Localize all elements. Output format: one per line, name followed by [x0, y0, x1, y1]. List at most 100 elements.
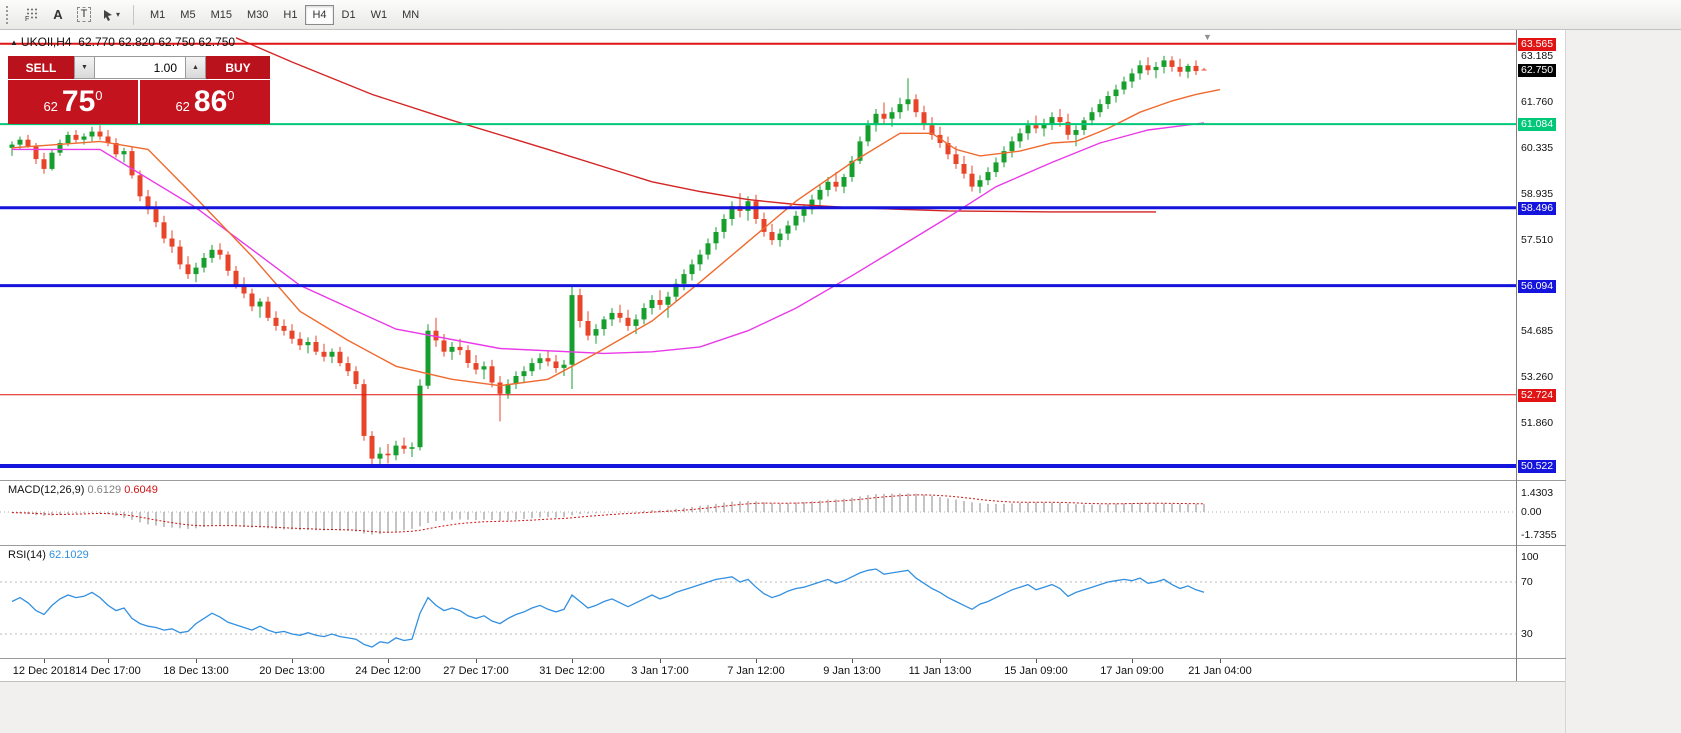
text-tool-button[interactable]: T	[72, 4, 96, 26]
time-axis-tick	[756, 659, 757, 663]
price-axis-badge: 61.084	[1518, 118, 1557, 131]
chart-ohlc-values: 62.770 62.820 62.750 62.750	[78, 35, 236, 49]
price-chart-canvas[interactable]	[0, 30, 1516, 480]
svg-text:F: F	[25, 16, 29, 22]
sell-button[interactable]: SELL	[8, 56, 74, 79]
ma-line-fast	[11, 88, 1221, 387]
time-axis-tick	[388, 659, 389, 663]
volume-increase-button[interactable]: ▲	[185, 56, 206, 79]
letter-t-icon: T	[76, 7, 92, 22]
sell-price-big: 75	[61, 85, 96, 118]
price-axis-label: 53.260	[1521, 371, 1554, 383]
rsi-line	[11, 568, 1205, 648]
axis-separator	[1517, 545, 1566, 546]
grid-dots-icon: F	[25, 8, 37, 22]
panel-separator[interactable]	[0, 480, 1516, 481]
macd-main-value: 0.6129	[87, 484, 122, 496]
panel-separator[interactable]	[0, 545, 1516, 546]
price-axis-label: 100	[1521, 551, 1539, 563]
dropdown-caret-icon: ▾	[116, 10, 121, 19]
chart-title: ▲ UKOIl,H4 62.770 62.820 62.750 62.750	[10, 35, 235, 49]
time-axis-label: 17 Jan 09:00	[1100, 665, 1164, 677]
time-axis-label: 7 Jan 12:00	[727, 665, 785, 677]
volume-input[interactable]	[95, 56, 185, 79]
sell-price-sup: 0	[95, 87, 103, 103]
time-axis-tick	[1132, 659, 1133, 663]
time-axis-label: 3 Jan 17:00	[631, 665, 689, 677]
time-axis-label: 20 Dec 13:00	[259, 665, 325, 677]
text-label-tool-button[interactable]: A	[46, 4, 70, 26]
price-axis-badge: 56.094	[1518, 280, 1557, 293]
price-axis-label: 54.685	[1521, 325, 1554, 337]
timeframe-button-h1[interactable]: H1	[276, 5, 304, 25]
macd-histogram	[11, 493, 1205, 535]
macd-signal-line	[11, 494, 1205, 533]
ma-line-slow	[235, 37, 1156, 213]
time-axis-label: 21 Jan 04:00	[1188, 665, 1252, 677]
price-axis-badge: 52.724	[1518, 389, 1557, 402]
time-axis-label: 31 Dec 12:00	[539, 665, 605, 677]
time-axis-tick	[108, 659, 109, 663]
toolbar: F A T ▾ M1 M5 M15 M30 H1 H4 D1 W1 MN	[0, 0, 1681, 30]
axis-separator	[1517, 658, 1566, 659]
toolbar-separator	[133, 4, 135, 25]
price-axis-badge: 58.496	[1518, 202, 1557, 215]
rsi-label: RSI(14) 62.1029	[8, 549, 89, 561]
buy-button[interactable]: BUY	[206, 56, 270, 79]
letter-a-icon: A	[53, 7, 63, 22]
time-axis-label: 9 Jan 13:00	[823, 665, 881, 677]
price-axis-label: 1.4303	[1521, 487, 1554, 499]
timeframe-button-w1[interactable]: W1	[364, 5, 395, 25]
timeframe-button-m1[interactable]: M1	[143, 5, 172, 25]
symbol-marker-icon: ▲	[10, 38, 18, 47]
price-axis-label: 30	[1521, 628, 1533, 640]
time-axis-tick	[940, 659, 941, 663]
volume-decrease-button[interactable]: ▼	[74, 56, 95, 79]
toolbar-grip[interactable]	[6, 5, 12, 24]
time-axis-tick	[1220, 659, 1221, 663]
sell-price-prefix: 62	[43, 98, 58, 114]
buy-price-big: 86	[193, 85, 228, 118]
rsi-value: 62.1029	[48, 549, 89, 561]
scroll-to-end-icon[interactable]: ▼	[1203, 32, 1212, 42]
sell-price-tile[interactable]: 62 75 0	[8, 80, 138, 124]
arrows-tool-button[interactable]: ▾	[98, 4, 124, 26]
chart-symbol-timeframe: UKOIl,H4	[20, 35, 72, 49]
timeframe-button-mn[interactable]: MN	[395, 5, 426, 25]
rsi-panel-canvas[interactable]	[0, 546, 1516, 658]
time-axis-label: 27 Dec 17:00	[443, 665, 509, 677]
horizontal-levels-layer	[0, 42, 1516, 468]
price-axis[interactable]: 63.565 63.185 62.750 61.760 61.084 60.335 58.9…	[1516, 30, 1566, 681]
time-axis-tick	[852, 659, 853, 663]
right-filler	[1565, 30, 1681, 733]
buy-price-tile[interactable]: 62 86 0	[140, 80, 270, 124]
price-axis-label: 61.760	[1521, 96, 1554, 108]
time-axis-tick	[196, 659, 197, 663]
time-axis-label: 18 Dec 13:00	[163, 665, 229, 677]
timeframe-button-m5[interactable]: M5	[173, 5, 202, 25]
macd-label: MACD(12,26,9) 0.6129 0.6049	[8, 484, 158, 496]
macd-name: MACD(12,26,9)	[8, 484, 85, 496]
price-axis-label: -1.7355	[1521, 529, 1557, 541]
timeframe-button-d1[interactable]: D1	[335, 5, 363, 25]
time-axis-tick	[1036, 659, 1037, 663]
bottom-filler	[0, 681, 1565, 733]
time-axis-tick	[476, 659, 477, 663]
time-axis-tick	[572, 659, 573, 663]
timeframe-button-m30[interactable]: M30	[240, 5, 275, 25]
one-click-trading-widget: SELL ▼ ▲ BUY 62 75 0 62 86	[8, 56, 270, 124]
timeframe-button-h4[interactable]: H4	[305, 4, 334, 25]
timeframe-button-m15[interactable]: M15	[204, 5, 239, 25]
ma-line-mid	[12, 122, 1205, 355]
macd-panel-canvas[interactable]	[0, 481, 1516, 545]
time-axis-label: 12 Dec 2018	[12, 665, 76, 677]
price-axis-badge: 62.750	[1518, 64, 1557, 77]
chart-area: 12 Dec 2018 14 Dec 17:00 18 Dec 13:00 20 De…	[0, 30, 1516, 681]
buy-price-sup: 0	[227, 87, 235, 103]
time-axis-label: 11 Jan 13:00	[908, 665, 972, 677]
time-axis-label: 14 Dec 17:00	[75, 665, 141, 677]
price-axis-label: 70	[1521, 576, 1533, 588]
time-axis[interactable]: 12 Dec 2018 14 Dec 17:00 18 Dec 13:00 20 De…	[0, 659, 1516, 681]
chart-grid-tool-button[interactable]: F	[20, 4, 44, 26]
